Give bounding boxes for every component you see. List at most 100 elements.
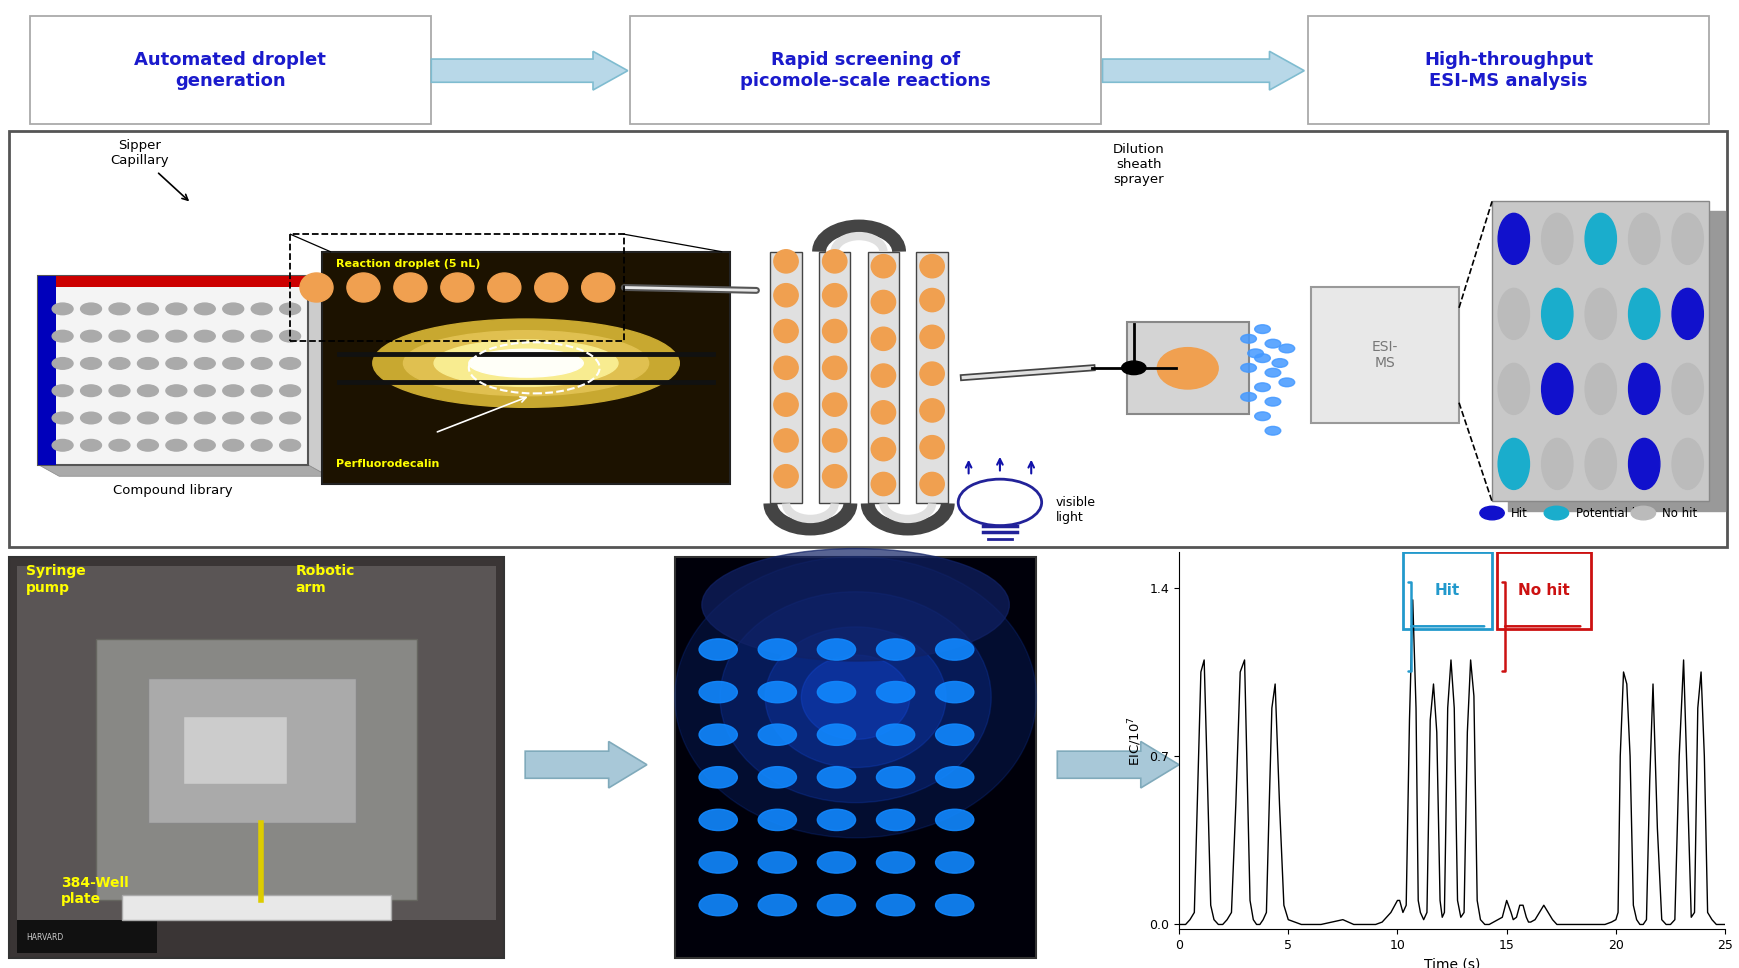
Circle shape — [1264, 397, 1280, 407]
Circle shape — [1242, 334, 1256, 343]
Circle shape — [1544, 506, 1569, 520]
Circle shape — [195, 330, 216, 342]
Circle shape — [1242, 393, 1256, 401]
Circle shape — [1280, 345, 1294, 353]
Bar — [1311, 287, 1459, 423]
Circle shape — [280, 412, 301, 424]
Bar — [96, 639, 417, 900]
Ellipse shape — [675, 557, 1036, 837]
Ellipse shape — [1541, 363, 1574, 414]
Circle shape — [936, 639, 974, 660]
Bar — [38, 276, 308, 465]
Text: High-throughput
ESI-MS analysis: High-throughput ESI-MS analysis — [1424, 50, 1593, 90]
Circle shape — [936, 809, 974, 831]
Ellipse shape — [299, 273, 334, 302]
Circle shape — [758, 724, 796, 745]
Circle shape — [876, 894, 915, 916]
Ellipse shape — [1497, 213, 1530, 264]
Circle shape — [758, 681, 796, 703]
Circle shape — [137, 330, 158, 342]
Ellipse shape — [393, 273, 428, 302]
X-axis label: Time (s): Time (s) — [1424, 957, 1480, 968]
Ellipse shape — [536, 273, 567, 302]
Circle shape — [137, 439, 158, 451]
Circle shape — [223, 330, 243, 342]
Ellipse shape — [774, 319, 798, 343]
Text: HARVARD: HARVARD — [26, 932, 63, 942]
Ellipse shape — [346, 273, 379, 302]
Circle shape — [1480, 506, 1504, 520]
Circle shape — [52, 412, 73, 424]
Ellipse shape — [1584, 363, 1617, 414]
Circle shape — [250, 330, 271, 342]
FancyArrow shape — [431, 51, 628, 90]
Circle shape — [110, 330, 130, 342]
Circle shape — [699, 639, 737, 660]
Circle shape — [223, 439, 243, 451]
Ellipse shape — [774, 465, 798, 488]
Text: Hit: Hit — [1511, 506, 1529, 520]
FancyArrow shape — [525, 741, 647, 788]
Circle shape — [80, 303, 101, 315]
Circle shape — [80, 412, 101, 424]
Circle shape — [165, 303, 186, 315]
Bar — [122, 895, 391, 920]
Circle shape — [758, 767, 796, 788]
Circle shape — [80, 357, 101, 369]
Circle shape — [195, 412, 216, 424]
FancyBboxPatch shape — [630, 16, 1101, 124]
Ellipse shape — [774, 393, 798, 416]
Ellipse shape — [920, 362, 944, 385]
Circle shape — [137, 357, 158, 369]
Ellipse shape — [1671, 213, 1704, 264]
Ellipse shape — [1628, 439, 1659, 490]
Circle shape — [110, 412, 130, 424]
Circle shape — [817, 681, 856, 703]
Ellipse shape — [1497, 363, 1530, 414]
Bar — [770, 252, 802, 503]
Circle shape — [817, 852, 856, 873]
Circle shape — [936, 767, 974, 788]
Circle shape — [817, 894, 856, 916]
Ellipse shape — [920, 472, 944, 496]
Circle shape — [110, 303, 130, 315]
Bar — [183, 716, 287, 784]
Ellipse shape — [403, 331, 649, 396]
Text: Potential hit: Potential hit — [1576, 506, 1647, 520]
Circle shape — [817, 724, 856, 745]
Ellipse shape — [1541, 213, 1574, 264]
Ellipse shape — [581, 273, 616, 302]
Ellipse shape — [1671, 439, 1704, 490]
Circle shape — [280, 330, 301, 342]
Text: Dilution
sheath
sprayer: Dilution sheath sprayer — [1113, 143, 1165, 186]
Ellipse shape — [802, 655, 909, 740]
Ellipse shape — [823, 284, 847, 307]
Circle shape — [52, 385, 73, 397]
Circle shape — [876, 809, 915, 831]
Circle shape — [936, 894, 974, 916]
Circle shape — [280, 357, 301, 369]
Text: Syringe
pump: Syringe pump — [26, 564, 85, 594]
Circle shape — [280, 303, 301, 315]
Ellipse shape — [823, 465, 847, 488]
Ellipse shape — [1497, 439, 1530, 490]
Circle shape — [936, 681, 974, 703]
Circle shape — [195, 303, 216, 315]
Circle shape — [250, 303, 271, 315]
FancyBboxPatch shape — [1497, 552, 1591, 628]
Circle shape — [250, 385, 271, 397]
Ellipse shape — [1671, 363, 1704, 414]
Ellipse shape — [720, 591, 991, 802]
Circle shape — [699, 724, 737, 745]
Circle shape — [52, 357, 73, 369]
Ellipse shape — [1158, 348, 1217, 389]
Ellipse shape — [823, 319, 847, 343]
Circle shape — [758, 809, 796, 831]
Ellipse shape — [823, 356, 847, 379]
Ellipse shape — [1584, 213, 1617, 264]
Ellipse shape — [765, 627, 946, 768]
Circle shape — [223, 412, 243, 424]
Circle shape — [165, 357, 186, 369]
Bar — [148, 678, 356, 823]
Circle shape — [1256, 325, 1269, 334]
